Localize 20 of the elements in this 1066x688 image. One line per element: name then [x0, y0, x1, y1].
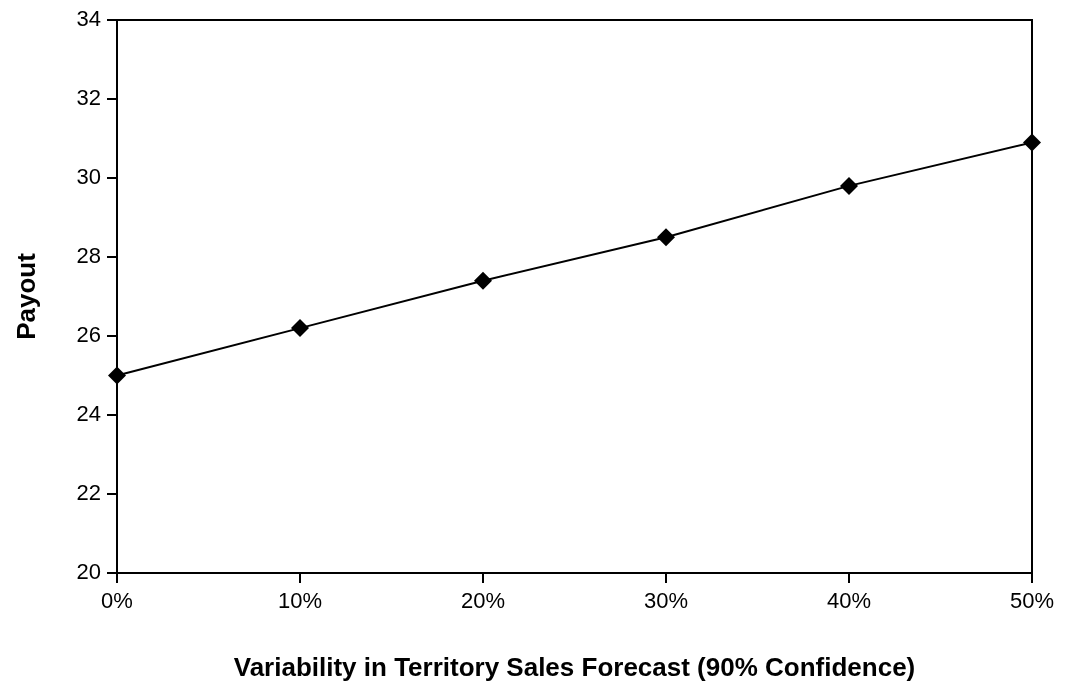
x-tick-label: 40%	[826, 588, 872, 614]
x-tick-label: 20%	[460, 588, 506, 614]
y-tick-label: 28	[76, 243, 101, 269]
point	[474, 271, 492, 290]
x-tick-label: 0%	[101, 588, 133, 614]
y-tick-label: 22	[76, 480, 101, 506]
y-tick-label: 26	[76, 322, 101, 348]
y-tick-label: 34	[76, 6, 101, 32]
y-axis-title: Payout	[10, 252, 41, 340]
y-tick-label: 30	[76, 164, 101, 190]
x-tick-label: 10%	[277, 588, 323, 614]
x-tick-label: 50%	[1009, 588, 1055, 614]
x-tick-label: 30%	[643, 588, 689, 614]
y-tick-label: 32	[76, 85, 101, 111]
x-axis-title: Variability in Territory Sales Forecast (90% Confidence)	[233, 651, 916, 682]
y-tick-label: 20	[76, 559, 101, 585]
point	[291, 319, 309, 338]
point	[840, 176, 858, 195]
y-tick-label: 24	[76, 401, 101, 427]
point	[657, 228, 675, 247]
